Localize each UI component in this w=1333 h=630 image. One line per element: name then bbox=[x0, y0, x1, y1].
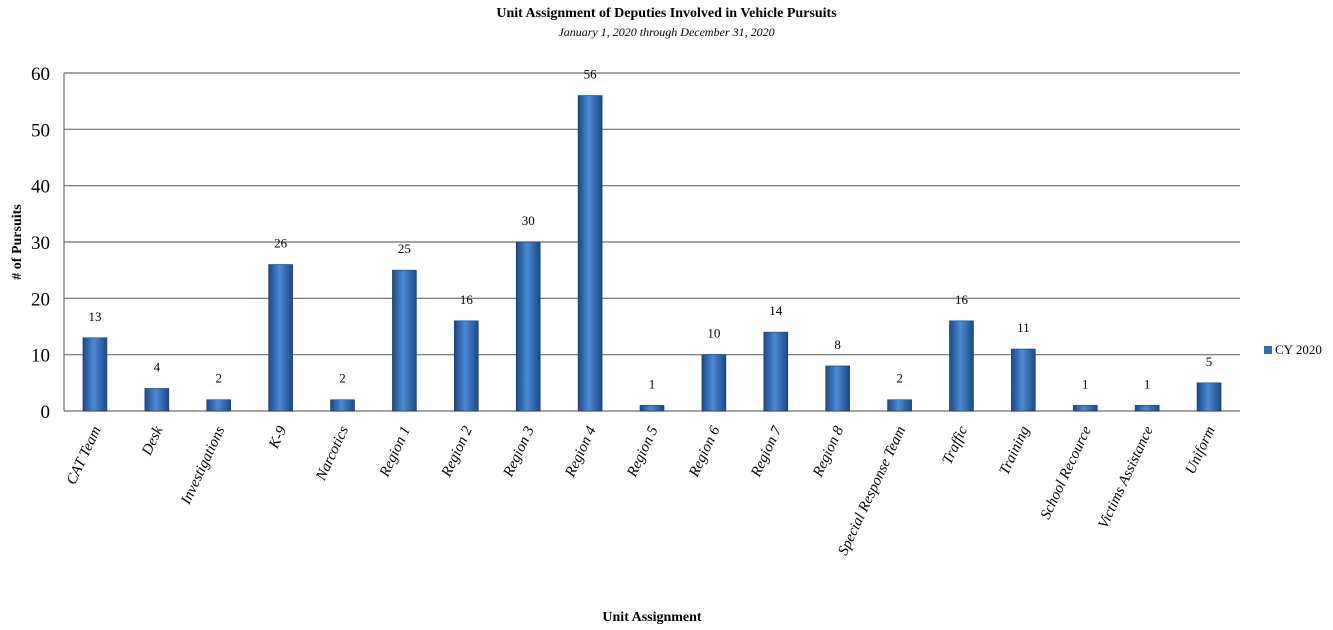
data-label: 25 bbox=[398, 241, 411, 256]
data-label: 26 bbox=[274, 236, 288, 251]
y-tick-label: 10 bbox=[31, 346, 50, 367]
data-label: 1 bbox=[1144, 376, 1151, 391]
bar bbox=[763, 331, 789, 412]
bar bbox=[1134, 405, 1160, 412]
bar bbox=[1072, 405, 1098, 412]
bar bbox=[1196, 382, 1222, 412]
x-tick-label: Region 3 bbox=[500, 424, 538, 480]
x-tick-label: Traffic bbox=[940, 424, 972, 467]
y-tick-label: 40 bbox=[31, 177, 50, 198]
x-tick-label: Uniform bbox=[1183, 424, 1219, 477]
x-tick-label: K-9 bbox=[266, 423, 291, 452]
data-label: 2 bbox=[215, 371, 222, 386]
bar bbox=[454, 320, 479, 412]
data-label: 10 bbox=[707, 326, 720, 341]
x-tick-label: Region 6 bbox=[686, 423, 724, 480]
data-label: 8 bbox=[834, 337, 841, 352]
data-label: 2 bbox=[896, 371, 903, 386]
y-tick-label: 30 bbox=[31, 233, 50, 254]
y-tick-label: 60 bbox=[31, 64, 50, 85]
chart-title: Unit Assignment of Deputies Involved in … bbox=[496, 6, 837, 21]
y-tick-label: 0 bbox=[41, 402, 51, 423]
bar bbox=[82, 337, 108, 412]
legend-swatch bbox=[1264, 346, 1272, 354]
x-tick-label: Special Response Team bbox=[835, 424, 909, 558]
data-label: 16 bbox=[955, 292, 969, 307]
data-label: 2 bbox=[339, 371, 346, 386]
y-tick-label: 20 bbox=[31, 289, 50, 310]
data-label: 11 bbox=[1017, 320, 1030, 335]
data-label: 16 bbox=[460, 292, 474, 307]
data-label: 13 bbox=[88, 309, 101, 324]
x-tick-label: Region 1 bbox=[376, 424, 414, 480]
bar bbox=[268, 264, 293, 412]
legend-label: CY 2020 bbox=[1275, 342, 1322, 357]
x-tick-label: Victims Assistance bbox=[1096, 424, 1157, 531]
bar bbox=[1011, 348, 1036, 412]
bar bbox=[825, 365, 850, 412]
bar bbox=[330, 399, 355, 412]
x-tick-label: Region 2 bbox=[438, 423, 476, 480]
x-axis-title: Unit Assignment bbox=[602, 610, 702, 625]
x-tick-label: CAT Team bbox=[64, 424, 105, 487]
data-label: 4 bbox=[154, 359, 161, 374]
x-tick-label: Desk bbox=[139, 424, 167, 459]
y-axis-title: # of Pursuits bbox=[10, 204, 25, 280]
x-tick-label: Narcotics bbox=[313, 424, 352, 484]
bar bbox=[206, 399, 232, 412]
x-tick-label: Region 5 bbox=[624, 423, 662, 480]
x-tick-label: School Recource bbox=[1038, 424, 1095, 522]
x-tick-label: Region 8 bbox=[810, 423, 848, 480]
bar bbox=[392, 269, 417, 412]
data-label: 30 bbox=[522, 213, 535, 228]
data-label: 1 bbox=[1082, 376, 1089, 391]
bar bbox=[144, 388, 170, 412]
chart-legend: CY 2020 bbox=[1264, 342, 1322, 358]
y-tick-label: 50 bbox=[31, 120, 50, 141]
data-label: 56 bbox=[584, 67, 598, 82]
x-tick-label: Investigations bbox=[178, 424, 229, 508]
bar bbox=[639, 405, 665, 412]
data-label: 5 bbox=[1206, 354, 1213, 369]
bar bbox=[577, 95, 603, 412]
bar bbox=[515, 241, 541, 412]
bar bbox=[949, 320, 974, 412]
bar bbox=[701, 354, 727, 412]
x-tick-label: Training bbox=[997, 423, 1034, 477]
data-label: 14 bbox=[769, 303, 783, 318]
bar bbox=[887, 399, 912, 412]
data-label: 1 bbox=[649, 376, 656, 391]
x-tick-label: Region 4 bbox=[562, 423, 600, 480]
chart-subtitle: January 1, 2020 through December 31, 202… bbox=[558, 25, 775, 39]
x-tick-label: Region 7 bbox=[748, 423, 786, 481]
